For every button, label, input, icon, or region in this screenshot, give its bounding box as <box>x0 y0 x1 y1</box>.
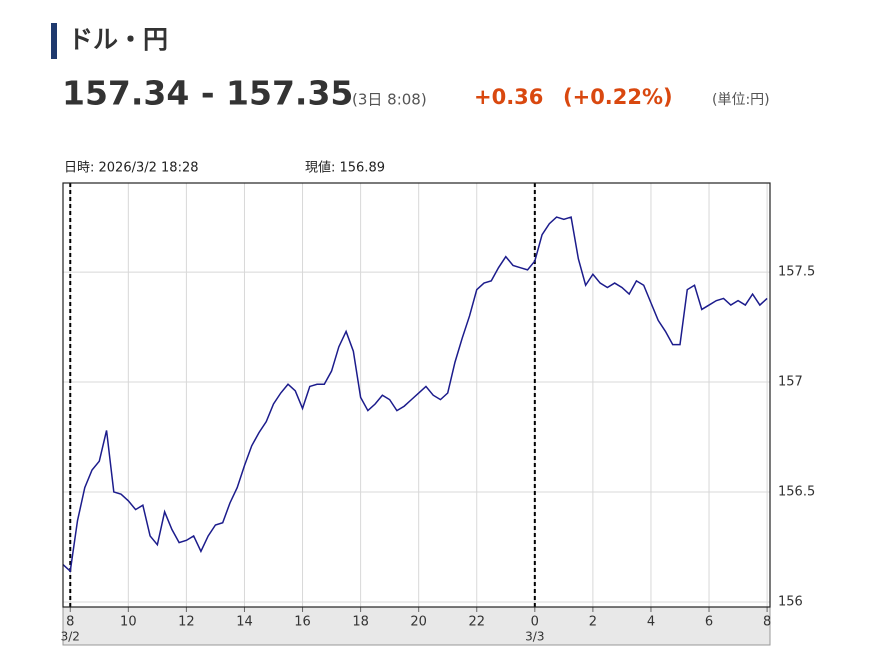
y-tick-label: 156 <box>778 594 803 609</box>
y-tick-label: 157 <box>778 375 803 390</box>
x-tick-label: 0 <box>531 615 539 630</box>
x-tick-label: 14 <box>236 615 253 630</box>
unit: (単位:円) <box>712 92 770 108</box>
x-tick-label: 4 <box>647 615 655 630</box>
x-tick-label: 22 <box>468 615 485 630</box>
page-title: ドル・円 <box>68 25 168 54</box>
x-tick-label: 2 <box>589 615 597 630</box>
x-tick-label: 20 <box>410 615 427 630</box>
x-tick-label: 10 <box>120 615 137 630</box>
price-line <box>62 216 768 573</box>
price: 157.34 - 157.35 <box>62 74 353 113</box>
change: +0.36 <box>474 85 543 109</box>
x-tick-label: 18 <box>352 615 369 630</box>
x-axis-band <box>62 606 771 646</box>
change-pct: (+0.22%) <box>563 85 673 109</box>
y-tick-label: 157.5 <box>778 265 815 280</box>
plot-border <box>62 182 771 608</box>
y-tick-label: 156.5 <box>778 484 815 499</box>
x-tick-label: 12 <box>178 615 195 630</box>
x-tick-label: 6 <box>705 615 713 630</box>
x-tick-label: 16 <box>294 615 311 630</box>
date-label: 3/3 <box>525 630 544 644</box>
date-label: 3/2 <box>61 630 80 644</box>
info-value: 現値: 156.89 <box>305 160 385 176</box>
x-tick-label: 8 <box>66 615 74 630</box>
title-bar <box>51 23 57 59</box>
x-tick-label: 8 <box>763 615 771 630</box>
price-time: (3日 8:08) <box>352 91 427 109</box>
info-date: 日時: 2026/3/2 18:28 <box>64 161 199 176</box>
